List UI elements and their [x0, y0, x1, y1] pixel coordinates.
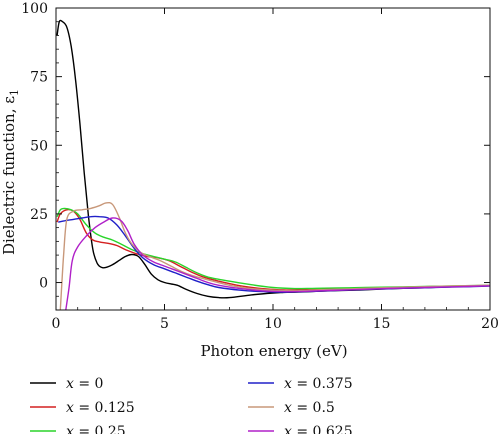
- x-tick-label-4: 20: [481, 316, 499, 332]
- legend: x = 0 x = 0.125 x = 0.25 x = 0.375 x = 0.5 x …: [30, 376, 353, 434]
- series-lines: [56, 19, 490, 310]
- y-tick-label-4: 100: [21, 1, 48, 17]
- y-tick-label-1: 25: [30, 207, 48, 223]
- series-line-4: [59, 201, 490, 310]
- axes: 0 5 10 15 20 0 25 50 75 100: [21, 1, 499, 332]
- y-axis-label-group: Dielectric function, ε1: [0, 89, 21, 255]
- y-tick-label-3: 75: [30, 70, 48, 86]
- series-line-5: [65, 217, 490, 310]
- y-axis-label-text: Dielectric function, ε: [0, 96, 18, 255]
- y-tick-label-2: 50: [30, 138, 48, 154]
- x-tick-label-1: 5: [160, 316, 169, 332]
- series-line-2: [56, 207, 490, 290]
- legend-label-2: x = 0.25: [66, 424, 126, 434]
- legend-label-4: x = 0.5: [284, 400, 335, 416]
- legend-label-3: x = 0.375: [284, 376, 353, 392]
- y-axis-label: Dielectric function, ε1: [0, 89, 21, 255]
- y-axis-label-subscript: 1: [8, 89, 21, 96]
- legend-label-0: x = 0: [66, 376, 103, 392]
- legend-label-1: x = 0.125: [66, 400, 135, 416]
- plot-frame: [55, 7, 491, 311]
- x-tick-label-3: 15: [373, 316, 391, 332]
- series-line-0: [56, 19, 490, 299]
- x-tick-label-0: 0: [52, 316, 61, 332]
- y-tick-label-0: 0: [39, 276, 48, 292]
- x-tick-label-2: 10: [264, 316, 282, 332]
- x-axis-label: Photon energy (eV): [200, 342, 347, 360]
- legend-label-5: x = 0.625: [284, 424, 353, 434]
- plot-area: [56, 19, 490, 310]
